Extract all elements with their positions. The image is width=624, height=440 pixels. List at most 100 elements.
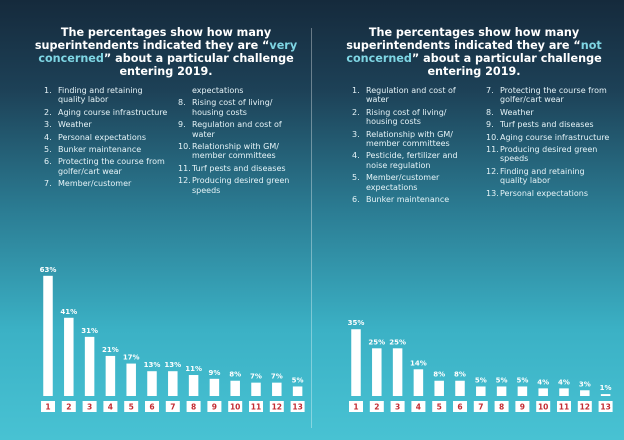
bar [559, 388, 569, 396]
legend-item: 8. Rising cost of living/ housing costs [178, 98, 306, 117]
tick-box [432, 401, 447, 412]
value-label: 4% [558, 378, 570, 386]
legend-item: 12. Producing desired green speeds [178, 176, 306, 195]
legend-number: 6. [352, 195, 360, 205]
legend-text: Finding and retaining quality labor [58, 86, 143, 105]
tick-label: 8 [499, 403, 504, 412]
legend-number: 9. [178, 120, 186, 130]
value-label: 5% [292, 376, 304, 384]
tick-box [41, 401, 55, 412]
very-concerned-panel: The percentages show how many superinten… [8, 0, 308, 440]
tick-box [290, 401, 305, 412]
tick-box [349, 401, 363, 412]
tick-box [207, 401, 222, 412]
tick-label: 4 [416, 403, 421, 412]
bar [188, 375, 199, 396]
legend-text: Producing desired green speeds [500, 145, 598, 164]
tick-label: 13 [600, 403, 610, 412]
tick-label: 11 [251, 403, 261, 412]
legend-text: Rising cost of living/ housing costs [192, 98, 273, 117]
tick-box [473, 401, 488, 412]
tick-label: 1 [45, 403, 50, 412]
tick-label: 13 [292, 403, 302, 412]
legend-text: Turf pests and diseases [500, 120, 594, 130]
panel-divider [311, 28, 312, 428]
bar [476, 386, 486, 396]
legend-number: 5. [44, 145, 52, 155]
legend-item: 6. Protecting the course from golfer/cart… [44, 157, 172, 176]
value-label: 17% [123, 354, 140, 362]
bar [84, 336, 95, 396]
tick-box [61, 401, 76, 412]
legend-text: Regulation and cost of water [366, 86, 456, 105]
legend-item: 9. Regulation and cost of water [178, 120, 306, 139]
tick-box [557, 401, 571, 412]
bar [251, 382, 261, 396]
title-text-end: ” about a particular challenge entering … [411, 52, 602, 78]
tick-label: 6 [149, 403, 154, 412]
tick-label: 8 [191, 403, 196, 412]
not-concerned-panel: The percentages show how many superinten… [316, 0, 616, 440]
value-label: 7% [271, 373, 283, 381]
value-label: 21% [102, 346, 119, 354]
value-label: 7% [250, 373, 262, 381]
tick-box [269, 401, 284, 412]
legend-text: Regulation and cost of water [192, 120, 282, 139]
challenge-legend: 1. Finding and retaining quality labor 2. A… [44, 86, 306, 246]
tick-label: 6 [457, 403, 462, 412]
panel-title: The percentages show how many superinten… [334, 26, 614, 78]
legend-number: 12. [178, 176, 191, 186]
tick-label: 7 [478, 403, 483, 412]
value-label: 4% [537, 378, 549, 386]
legend-number: 7. [44, 179, 52, 189]
bar-chart-svg: 35% 1 25% 2 25% 3 14% 4 8% 5 8% 6 5% 7 5% 8 5% 9 4% 10 4% 11 3… [348, 319, 613, 412]
value-label: 41% [60, 308, 77, 316]
legend-number: 2. [352, 107, 360, 117]
tick-box [515, 401, 530, 412]
tick-box [186, 401, 201, 412]
tick-box [124, 401, 139, 412]
legend-item: 2. Aging course infrastructure [44, 108, 172, 117]
tick-box [165, 401, 180, 412]
legend-item: 3. Weather [44, 120, 172, 129]
value-label: 25% [389, 338, 406, 346]
bar [392, 348, 403, 396]
legend-text: Weather [58, 120, 92, 130]
bar [413, 369, 424, 396]
panel-title: The percentages show how many superinten… [26, 26, 306, 78]
legend-number: 2. [44, 107, 52, 117]
tick-label: 9 [520, 403, 525, 412]
tick-label: 11 [559, 403, 569, 412]
legend-text: Aging course infrastructure [500, 132, 610, 142]
legend-text: Pesticide, fertilizer and noise regulati… [366, 151, 458, 170]
bar [272, 382, 282, 396]
value-label: 31% [81, 327, 98, 335]
tick-box [536, 401, 551, 412]
legend-item: 10. Relationship with GM/ member committe… [178, 142, 306, 161]
legend-number: 4. [44, 132, 52, 142]
legend-number: 11. [486, 145, 499, 155]
legend-text: Turf pests and diseases [192, 163, 286, 173]
bar-chart-not-concerned: 35% 1 25% 2 25% 3 14% 4 8% 5 8% 6 5% 7 5% 8 5% 9 4% 10 4% 11 3… [316, 250, 616, 420]
bar-chart-svg: 63% 1 41% 2 31% 3 21% 4 17% 5 13% 6 13% 7 11% 8 9% 9 8% 10 7… [40, 266, 305, 412]
tick-box [249, 401, 263, 412]
tick-box [577, 401, 592, 412]
legend-number: 10. [486, 132, 499, 142]
legend-number: 8. [178, 98, 186, 108]
tick-box [103, 401, 118, 412]
legend-text: Member/customer expectations [366, 173, 440, 192]
bar [538, 388, 548, 396]
tick-box [598, 401, 613, 412]
legend-text: Weather [500, 107, 534, 117]
legend-item: 13. Personal expectations [486, 189, 614, 198]
legend-number: 5. [352, 173, 360, 183]
bar-chart-very-concerned: 63% 1 41% 2 31% 3 21% 4 17% 5 13% 6 13% 7 11% 8 9% 9 8% 10 7… [8, 250, 308, 420]
legend-text: Bunker maintenance [366, 195, 450, 205]
legend-number: 1. [44, 86, 52, 95]
tick-box [145, 401, 159, 412]
legend-number: 13. [486, 188, 499, 198]
tick-label: 10 [230, 403, 240, 412]
value-label: 11% [185, 365, 202, 373]
title-text: The percentages show how many superinten… [346, 26, 581, 52]
tick-label: 3 [395, 403, 400, 412]
